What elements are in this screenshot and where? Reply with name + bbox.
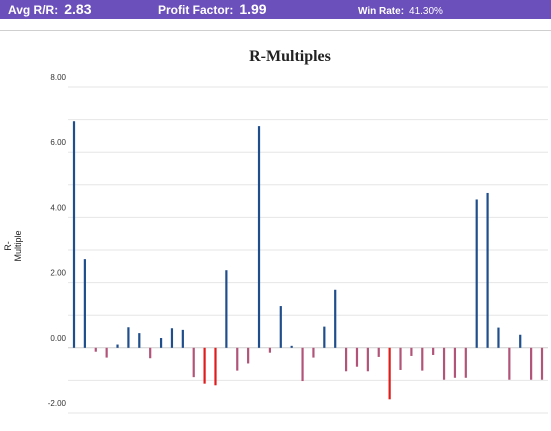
bars [72, 121, 544, 400]
bar [268, 347, 272, 353]
profit-factor-stat: Profit Factor: 1.99 [158, 0, 267, 19]
bar [442, 347, 446, 380]
bar [530, 347, 533, 380]
bar [203, 347, 206, 384]
avg-rr-label: Avg R/R: [8, 3, 59, 17]
y-tick-label: 4.00 [50, 203, 66, 212]
chart-title: R-Multiples [249, 48, 331, 65]
bar [83, 259, 86, 348]
bar [192, 347, 195, 378]
bar [323, 326, 326, 348]
bar [312, 347, 315, 358]
bar [377, 347, 380, 357]
bar [344, 347, 348, 372]
bar [519, 334, 522, 348]
bar [421, 347, 424, 371]
bar [355, 347, 359, 367]
bar [475, 199, 478, 348]
bar [388, 347, 391, 400]
bar [72, 121, 76, 348]
bar [290, 345, 293, 348]
bar [138, 333, 141, 348]
stats-bar: Avg R/R: 2.83 Profit Factor: 1.99 Win Rate… [0, 0, 551, 19]
bar [366, 347, 369, 372]
bar [257, 126, 261, 348]
bar [127, 327, 130, 348]
bar [214, 347, 217, 386]
profit-factor-label: Profit Factor: [158, 3, 234, 17]
bar [181, 329, 184, 348]
bar [410, 347, 413, 356]
y-tick-label: 0.00 [50, 334, 66, 343]
bar [116, 344, 119, 348]
win-rate-value: 41.30% [409, 6, 443, 17]
bar [486, 192, 489, 348]
bar [247, 347, 250, 364]
win-rate-stat: Win Rate: 41.30% [358, 0, 443, 19]
bar [236, 347, 239, 371]
y-tick-label: 6.00 [50, 138, 66, 147]
bar [94, 347, 97, 352]
bar [334, 289, 337, 348]
bar [301, 347, 304, 382]
win-rate-label: Win Rate: [358, 6, 405, 17]
avg-rr-stat: Avg R/R: 2.83 [8, 0, 91, 19]
bar [159, 338, 163, 348]
bar [497, 327, 500, 348]
y-tick-label: 2.00 [50, 269, 66, 278]
y-tick-label: 8.00 [50, 73, 66, 82]
y-tick-labels: -2.00 0.00 2.00 4.00 6.00 8.00 [48, 73, 67, 408]
bar [170, 328, 174, 348]
bar [149, 347, 152, 359]
bar [453, 347, 457, 378]
bar [225, 270, 228, 348]
bar [279, 306, 282, 348]
bar [399, 347, 402, 370]
y-tick-label: -2.00 [48, 399, 67, 408]
profit-factor-value: 1.99 [239, 1, 267, 17]
bar [464, 347, 467, 378]
bar [105, 347, 108, 358]
grid-layer [68, 86, 548, 414]
header-divider [0, 30, 551, 31]
bar [540, 347, 544, 380]
avg-rr-value: 2.83 [64, 1, 92, 17]
bar [508, 347, 511, 380]
bar [432, 347, 435, 355]
